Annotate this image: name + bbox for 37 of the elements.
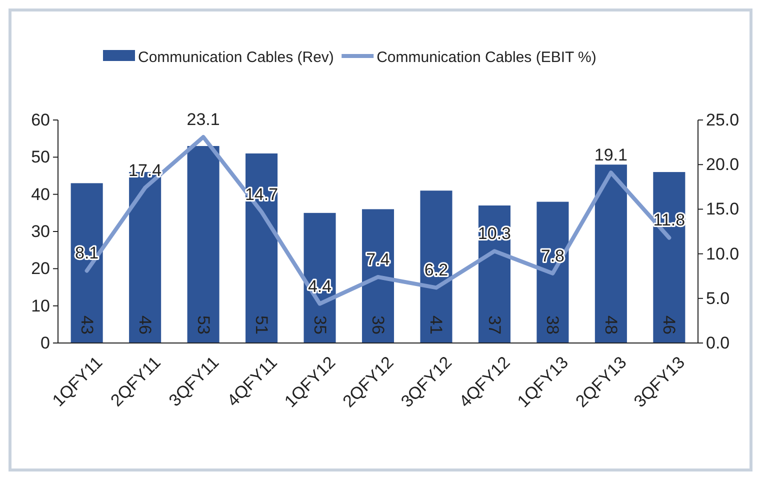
bar [594,164,627,343]
y-tick-label: 30 [31,222,50,241]
data-label: 41 [426,316,446,334]
data-label: 38 [543,316,562,334]
y-tick-label: 50 [31,148,50,167]
legend-label: Communication Cables (Rev) [138,49,334,66]
y2-tick-label: 20.0 [706,155,740,174]
data-label: 8.1 [75,244,99,263]
y-tick-label: 40 [31,184,50,204]
data-label: 35 [310,316,330,334]
y-tick-label: 0 [40,334,50,352]
data-label: 46 [136,316,155,334]
y2-tick-label: 0.0 [706,334,730,352]
data-label: 46 [660,316,679,334]
data-label: 11.8 [653,210,686,230]
y-tick-label: 60 [31,110,50,130]
y-tick-label: 20 [31,259,50,278]
data-label: 37 [484,316,504,334]
y2-tick-label: 15.0 [706,200,740,219]
data-label: 10.3 [478,224,512,244]
data-label: 7.4 [366,250,390,269]
y-tick-label: 10 [31,296,50,316]
data-label: 23.1 [186,110,220,129]
data-label: 43 [77,316,96,334]
data-label: 19.1 [594,146,628,165]
data-label: 6.2 [424,260,448,280]
bar [653,172,686,343]
data-label: 48 [601,316,620,334]
y2-tick-label: 10.0 [706,244,740,264]
bar [187,146,220,343]
y2-tick-label: 25.0 [706,110,740,130]
data-label: 51 [252,316,272,334]
data-label: 53 [194,316,213,334]
data-label: 36 [368,316,388,334]
legend-label: Communication Cables (EBIT %) [376,49,596,66]
bar [70,183,103,343]
y2-tick-label: 5.0 [706,288,730,308]
